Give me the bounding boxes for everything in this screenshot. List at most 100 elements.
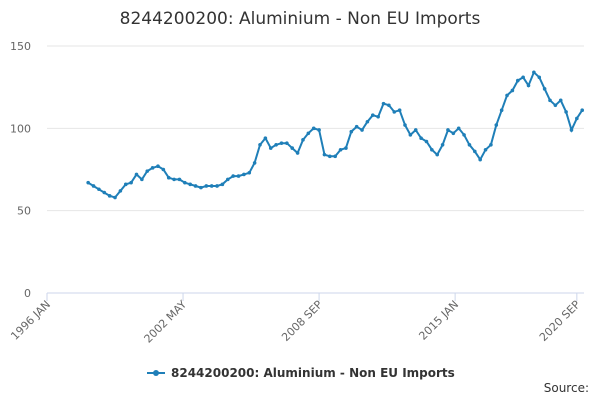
point xyxy=(408,133,413,137)
point xyxy=(161,167,166,172)
point xyxy=(505,93,509,98)
point xyxy=(102,190,107,195)
point xyxy=(279,141,284,145)
source-label: Source: xyxy=(544,381,589,395)
legend-marker xyxy=(153,370,159,376)
point xyxy=(553,103,558,108)
point xyxy=(365,119,370,124)
point xyxy=(499,108,504,113)
legend-label: 8244200200: Aluminium - Non EU Imports xyxy=(171,366,455,380)
x-tick-label: 2008 SEP xyxy=(279,298,325,344)
y-tick-label: 0 xyxy=(24,287,31,300)
point xyxy=(263,136,268,141)
point xyxy=(204,184,209,188)
point xyxy=(231,174,235,178)
point xyxy=(91,184,96,188)
point xyxy=(145,169,150,173)
point xyxy=(118,189,123,193)
point xyxy=(209,184,214,188)
point xyxy=(295,151,300,155)
point xyxy=(548,98,552,103)
point xyxy=(236,174,241,178)
point xyxy=(446,128,450,132)
point xyxy=(494,123,499,127)
point xyxy=(193,184,198,188)
point xyxy=(467,143,472,147)
point xyxy=(403,123,407,127)
point xyxy=(220,182,225,187)
point xyxy=(242,172,246,177)
y-tick-label: 100 xyxy=(10,122,31,135)
y-tick-label: 150 xyxy=(10,40,31,53)
point xyxy=(333,154,337,159)
x-tick-label: 2015 JAN xyxy=(416,298,461,343)
point xyxy=(317,128,321,132)
point xyxy=(451,131,456,136)
point xyxy=(172,177,176,182)
point xyxy=(97,187,101,192)
point xyxy=(397,108,402,113)
point xyxy=(140,177,144,182)
point xyxy=(188,182,192,187)
point xyxy=(456,126,461,131)
point xyxy=(215,184,219,188)
point xyxy=(252,161,257,165)
point xyxy=(569,128,574,132)
point xyxy=(564,110,568,114)
point xyxy=(354,124,359,129)
x-tick-label: 2020 SEP xyxy=(537,298,583,344)
point xyxy=(489,143,493,147)
point xyxy=(537,75,542,80)
point xyxy=(328,154,332,159)
point xyxy=(322,152,327,157)
point xyxy=(376,115,380,119)
point xyxy=(413,128,418,132)
point xyxy=(521,75,525,80)
point xyxy=(183,180,187,185)
point xyxy=(123,182,128,187)
point xyxy=(440,143,445,147)
point xyxy=(156,164,160,169)
point xyxy=(473,149,477,154)
chart-title: 8244200200: Aluminium - Non EU Imports xyxy=(120,9,481,29)
point xyxy=(247,170,252,175)
point xyxy=(274,143,278,147)
point xyxy=(349,129,354,134)
x-tick-label: 2002 MAY xyxy=(142,298,190,346)
point xyxy=(285,141,289,145)
point xyxy=(134,172,139,177)
point xyxy=(424,139,429,144)
point xyxy=(107,194,112,198)
point xyxy=(344,146,348,150)
point xyxy=(258,143,262,147)
point xyxy=(462,133,466,137)
point xyxy=(542,87,547,91)
point xyxy=(301,138,305,142)
point xyxy=(580,108,585,113)
line xyxy=(87,70,584,199)
point xyxy=(129,180,133,185)
point xyxy=(360,128,364,132)
point xyxy=(150,166,155,170)
point xyxy=(381,101,386,106)
point xyxy=(515,78,520,83)
point xyxy=(113,195,117,200)
point xyxy=(419,136,423,141)
point xyxy=(290,146,295,150)
point xyxy=(575,116,579,121)
point xyxy=(166,175,171,180)
point xyxy=(387,103,391,108)
y-tick-label: 50 xyxy=(17,205,31,218)
point xyxy=(558,98,563,103)
point xyxy=(435,152,440,157)
point xyxy=(268,146,273,150)
point xyxy=(392,110,397,114)
point xyxy=(430,147,434,152)
point xyxy=(532,70,536,75)
point xyxy=(510,88,515,93)
point xyxy=(86,180,90,185)
point xyxy=(311,126,316,131)
point xyxy=(225,177,230,182)
point xyxy=(177,177,182,182)
